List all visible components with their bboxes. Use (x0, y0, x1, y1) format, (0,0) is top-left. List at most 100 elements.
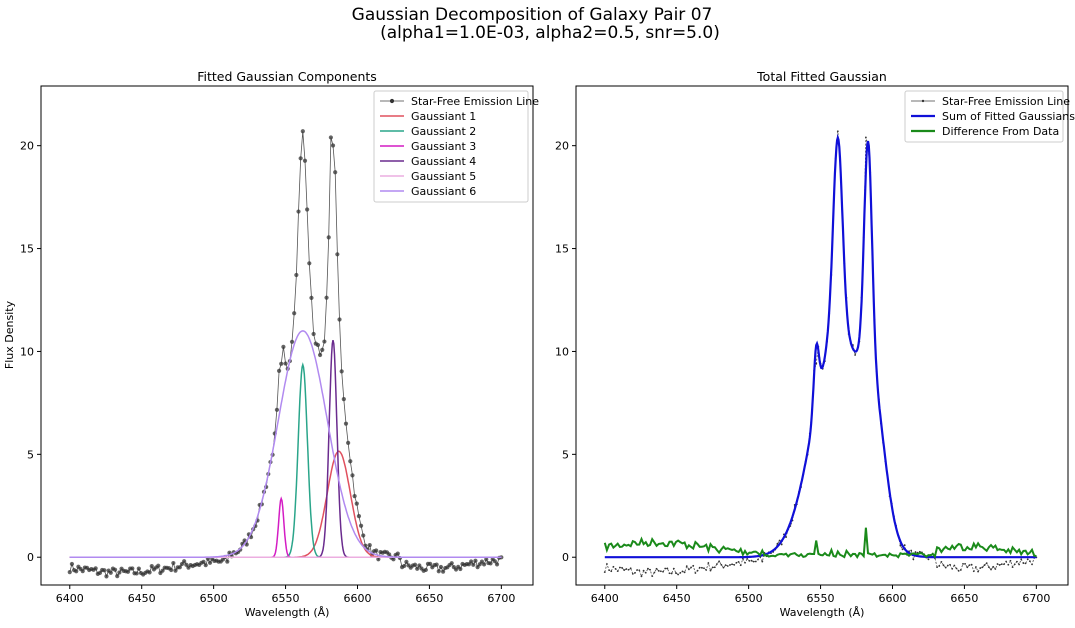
data-point (350, 473, 355, 478)
data-point (713, 566, 716, 569)
data-point (631, 572, 634, 575)
legend-box (373, 90, 529, 203)
data-point (987, 566, 990, 569)
legend-marker (921, 99, 925, 103)
data-point (700, 566, 703, 569)
data-point (927, 558, 930, 561)
data-point (203, 563, 208, 568)
legend-label: Gaussiant 1 (411, 110, 476, 123)
data-point (494, 562, 500, 567)
data-point (434, 562, 439, 567)
data-point (854, 354, 856, 356)
legend-label: Gaussiant 3 (411, 140, 476, 153)
data-point (679, 572, 682, 574)
series-line-gaussiant-2 (69, 362, 502, 558)
data-point (335, 252, 340, 257)
data-point (903, 544, 906, 547)
data-point (623, 569, 626, 571)
data-point (621, 566, 623, 569)
data-point (300, 129, 305, 134)
data-point (346, 440, 351, 445)
data-point (492, 559, 497, 564)
x-tick-label: 6550 (807, 592, 835, 605)
data-point (901, 548, 904, 551)
data-point (173, 568, 178, 573)
legend-label: Gaussiant 2 (411, 125, 476, 138)
plot-area-left: 6400 6450 6500 6550 6600 6650 6700 0 5 10 15 20 (20, 85, 534, 605)
data-point (966, 566, 969, 569)
data-point (659, 570, 662, 573)
panel-title-total: Total Fitted Gaussian (756, 69, 887, 84)
data-point (169, 567, 174, 573)
data-point (649, 568, 651, 571)
data-point (914, 551, 917, 553)
data-point (374, 548, 379, 553)
data-point (694, 572, 697, 574)
data-point (130, 566, 135, 571)
axes-frame (575, 85, 1069, 586)
data-point (949, 563, 951, 566)
data-point (955, 567, 958, 570)
data-point (685, 565, 688, 568)
data-point (629, 567, 632, 570)
data-point (207, 560, 213, 565)
data-point (754, 560, 757, 563)
data-point (1024, 562, 1027, 565)
data-point (292, 311, 297, 316)
plot-area-right: 6400 6450 6500 6550 6600 6650 6700 0 5 10 15 20 (555, 85, 1069, 605)
data-point (698, 566, 701, 569)
data-point (184, 562, 189, 567)
y-tick-label: 15 (20, 243, 34, 256)
data-point (201, 559, 206, 564)
y-tick-label: 10 (555, 345, 569, 358)
data-point (746, 557, 749, 560)
data-point (662, 570, 664, 573)
data-point (1009, 559, 1012, 562)
data-point (348, 459, 353, 464)
data-point (488, 561, 493, 566)
legend-label: Gaussiant 5 (411, 170, 476, 183)
data-point (177, 565, 182, 570)
data-point (296, 209, 301, 214)
data-point (990, 568, 992, 571)
data-point (1022, 562, 1025, 564)
plot-lines (603, 130, 1038, 578)
data-point (936, 566, 938, 568)
data-point (309, 295, 314, 301)
data-point (315, 342, 321, 348)
data-point (606, 563, 608, 565)
data-point (968, 564, 971, 566)
data-point (417, 563, 422, 568)
data-point (305, 207, 310, 212)
data-point (670, 572, 673, 575)
data-point (330, 143, 336, 148)
data-point (910, 549, 913, 552)
legend-marker (389, 98, 395, 104)
data-point (996, 563, 999, 565)
data-point (354, 501, 359, 506)
data-point (449, 561, 454, 566)
data-point (134, 571, 139, 576)
data-point (97, 570, 103, 575)
data-point (668, 572, 671, 575)
data-point (864, 136, 867, 139)
data-point (337, 317, 342, 322)
data-point (985, 562, 988, 565)
y-tick-label: 0 (27, 551, 34, 564)
data-point (972, 570, 975, 573)
data-point (675, 572, 677, 574)
data-point (776, 542, 779, 545)
data-point (761, 560, 764, 563)
data-point (726, 565, 729, 567)
data-point (328, 135, 333, 140)
data-point (647, 567, 649, 570)
legend-label: Gaussiant 6 (411, 185, 476, 198)
data-point (125, 569, 131, 574)
data-point (281, 344, 286, 349)
data-point (959, 569, 962, 571)
x-tick-label: 6600 (878, 592, 906, 605)
legend-label: Difference From Data (942, 125, 1059, 138)
data-point (320, 347, 325, 352)
data-point (367, 543, 372, 548)
data-point (618, 566, 621, 569)
